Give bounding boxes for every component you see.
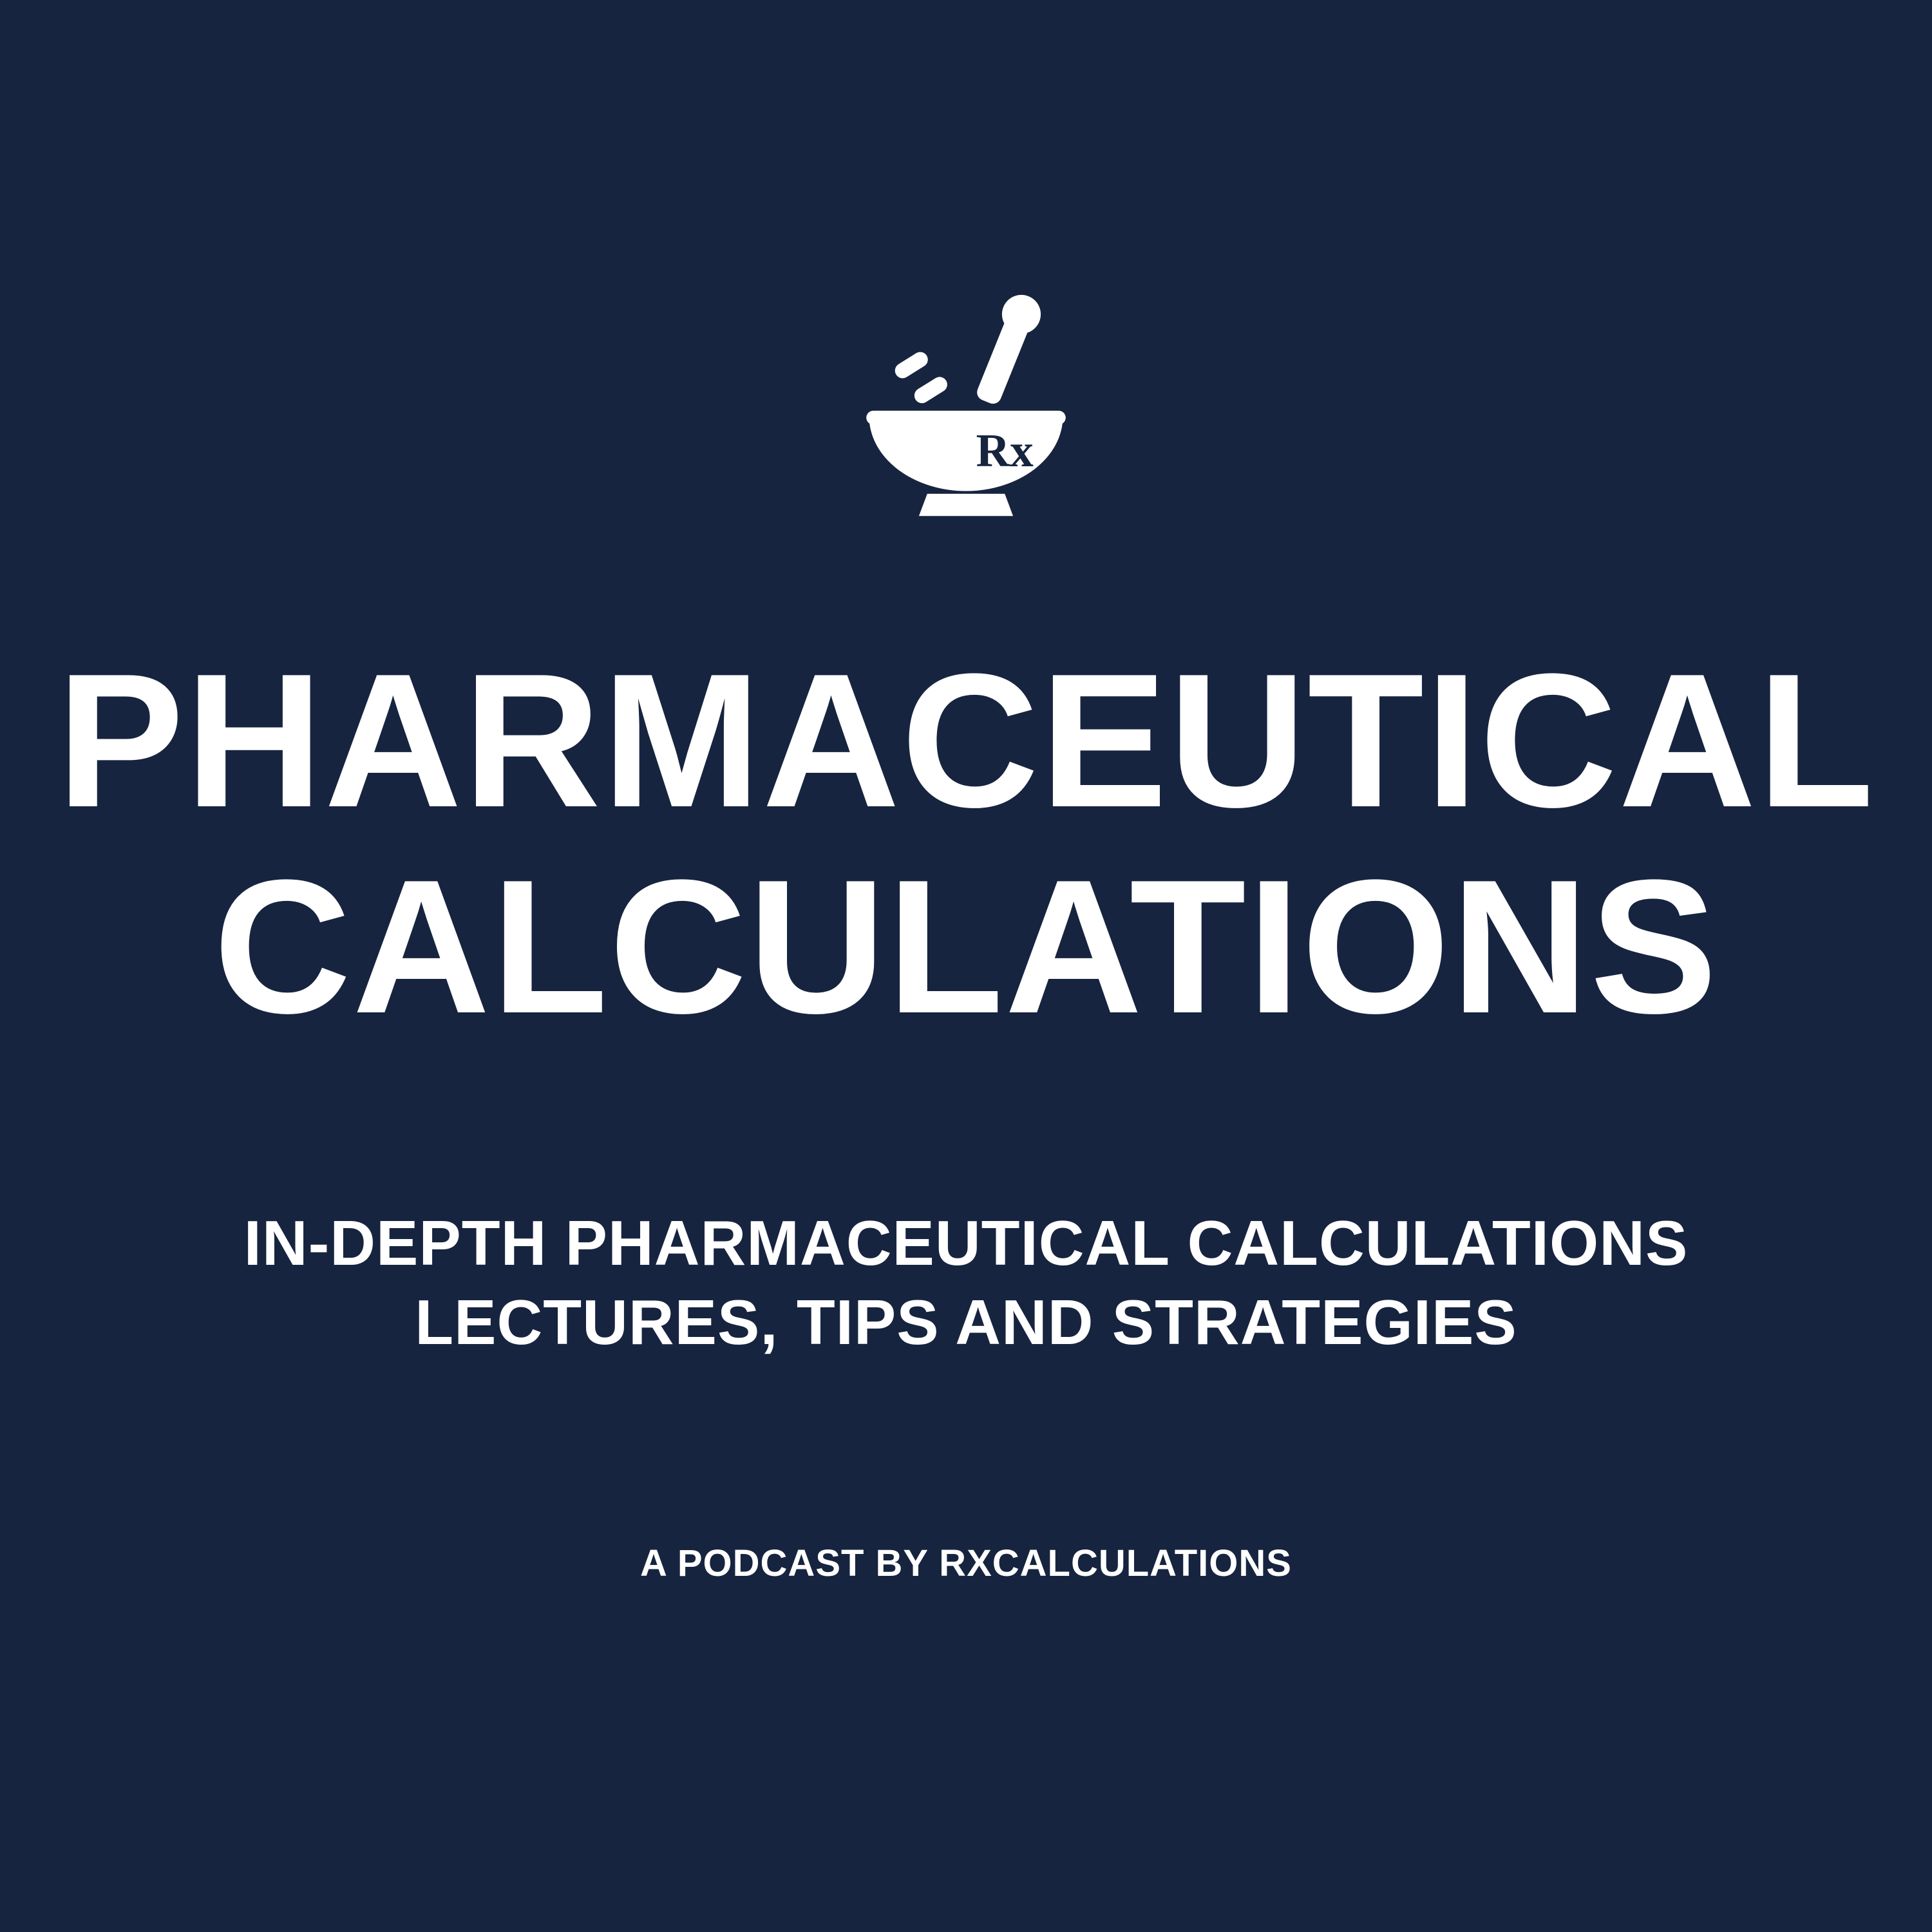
subtitle-line-1: IN-DEPTH PHARMACEUTICAL CALCULATIONS bbox=[244, 1204, 1689, 1283]
mortar-pestle-rx-icon: Rx bbox=[828, 283, 1104, 560]
main-title: PHARMACEUTICAL CALCULATIONS bbox=[57, 638, 1875, 1049]
rx-label: Rx bbox=[976, 424, 1034, 477]
footer-text: A PODCAST BY RXCALCULATIONS bbox=[640, 1542, 1292, 1585]
subtitle-line-2: LECTURES, TIPS AND STRATEGIES bbox=[244, 1283, 1689, 1362]
logo-container: Rx bbox=[828, 283, 1104, 560]
title-line-2: CALCULATIONS bbox=[57, 844, 1875, 1050]
title-line-1: PHARMACEUTICAL bbox=[57, 638, 1875, 844]
subtitle: IN-DEPTH PHARMACEUTICAL CALCULATIONS LEC… bbox=[244, 1204, 1689, 1361]
